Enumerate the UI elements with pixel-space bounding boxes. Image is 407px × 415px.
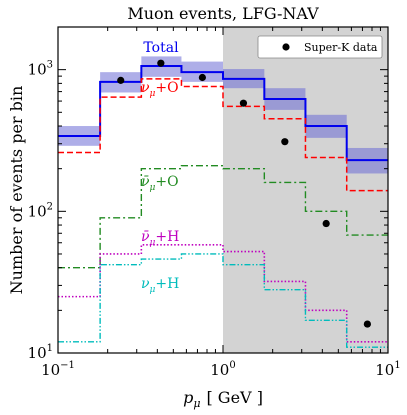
series-label-total: Total (143, 40, 179, 56)
series-label-nubar-o: ν̄μ+O (141, 174, 179, 193)
series-label-nu-h: νμ+H (141, 276, 179, 295)
y-tick-label: 102 (28, 201, 53, 220)
y-tick-label-base: 10 (28, 202, 47, 220)
data-point-6 (363, 320, 371, 328)
series-line-2 (58, 164, 388, 269)
legend-box (257, 35, 383, 59)
legend-marker (282, 43, 290, 51)
y-tick-label-base: 10 (28, 344, 47, 362)
x-tick-labels: 10−1 100 101 (41, 360, 401, 379)
data-point-5 (322, 219, 330, 228)
x-axis-label-sub: μ (193, 397, 200, 410)
x-axis-label-unit: [ GeV ] (206, 388, 262, 407)
y-tick-label: 101 (28, 343, 53, 362)
x-axis-label: pμ [ GeV ] (183, 388, 263, 410)
x-tick-label-base: 10 (210, 361, 229, 379)
series-lines (58, 65, 388, 348)
series-label-nu-o-sub: μ (150, 89, 156, 99)
data-point-4 (281, 138, 289, 146)
series-label-nubar-h-sub: μ (150, 238, 156, 248)
y-tick-label: 103 (28, 60, 53, 79)
series-line-4 (58, 253, 388, 348)
series-label-nu-h-sub: μ (150, 285, 156, 295)
chart-title: Muon events, LFG-NAV (127, 4, 319, 23)
data-point-2 (198, 73, 206, 82)
series-label-nubar-h-suffix: +H (155, 229, 179, 245)
series-label-nubar-h: ν̄μ+H (141, 229, 179, 248)
x-tick-label: 101 (375, 360, 400, 379)
x-axis-label-var: p (183, 388, 193, 407)
series-label-nubar-o-sub: μ (150, 183, 156, 193)
series-line-3 (58, 244, 388, 343)
y-tick-label-exp: 1 (47, 343, 53, 354)
series-label-nu-o: νμ+O (141, 80, 179, 99)
x-tick-label: 100 (210, 360, 235, 379)
x-tick-label-exp: 0 (229, 360, 235, 371)
series-label-nu-h-suffix: +H (155, 276, 179, 292)
data-points (117, 59, 371, 328)
data-point-3 (239, 99, 248, 107)
series-label-nu-h-main: ν (141, 276, 150, 292)
y-tick-label-exp: 2 (47, 201, 53, 212)
data-point-1 (157, 59, 165, 67)
y-tick-label-base: 10 (28, 61, 47, 79)
data-point-0 (117, 76, 125, 84)
x-tick-label-base: 10 (375, 361, 394, 379)
series-label-nubar-h-main: ν̄ (141, 229, 150, 245)
x-tick-label: 10−1 (41, 360, 75, 379)
y-axis-label: Number of events per bin (7, 86, 26, 295)
series-label-nubar-o-suffix: +O (155, 174, 178, 190)
series-label-nu-o-suffix: +O (155, 80, 178, 96)
series-label-nubar-o-main: ν̄ (141, 174, 150, 190)
series-line-1 (58, 78, 388, 192)
axis-ticks (57, 26, 389, 354)
series-label-nu-o-main: ν (141, 80, 150, 96)
x-tick-label-exp: 1 (394, 360, 400, 371)
y-tick-label-exp: 3 (47, 60, 53, 71)
legend-label: Super-K data (304, 41, 378, 54)
legend: Super-K data (257, 35, 383, 59)
x-tick-label-base: 10 (41, 361, 60, 379)
x-tick-label-exp: −1 (60, 360, 75, 371)
